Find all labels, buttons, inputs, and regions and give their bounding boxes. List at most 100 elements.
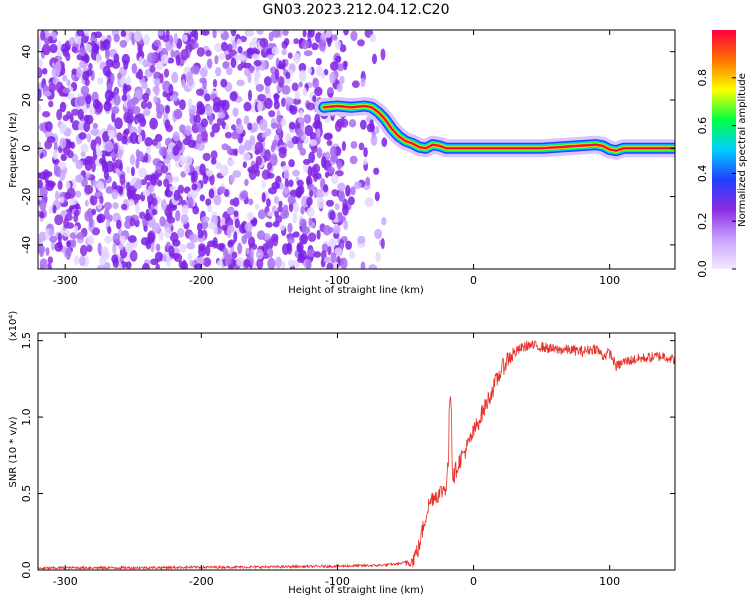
noise-blob bbox=[312, 121, 321, 130]
noise-blob bbox=[113, 143, 119, 155]
noise-blob bbox=[105, 186, 114, 194]
noise-blob bbox=[248, 198, 254, 206]
noise-blob bbox=[85, 172, 91, 179]
y-tick-label: 0.5 bbox=[20, 485, 33, 503]
noise-blob bbox=[80, 143, 89, 154]
noise-blob bbox=[251, 53, 260, 60]
spectrogram-xlabel: Height of straight line (km) bbox=[288, 285, 424, 296]
noise-blob bbox=[285, 97, 294, 106]
noise-blob bbox=[142, 108, 151, 117]
noise-blob bbox=[166, 57, 175, 64]
noise-blob bbox=[101, 246, 109, 256]
noise-blob bbox=[336, 159, 343, 170]
noise-blob bbox=[129, 250, 138, 262]
noise-blob bbox=[225, 67, 233, 76]
noise-blob bbox=[337, 211, 343, 218]
noise-blob bbox=[165, 104, 171, 114]
noise-blob bbox=[315, 57, 322, 66]
noise-blob bbox=[136, 113, 145, 123]
noise-blob bbox=[308, 30, 315, 38]
noise-blob bbox=[254, 203, 259, 211]
noise-blob bbox=[69, 113, 74, 123]
noise-blob bbox=[92, 122, 98, 129]
noise-blob bbox=[123, 59, 129, 70]
noise-blob bbox=[148, 184, 155, 193]
noise-blob bbox=[297, 117, 305, 124]
noise-blob bbox=[216, 117, 225, 126]
colorbar-label: Normalized spectral amplitude bbox=[737, 73, 748, 227]
noise-blob bbox=[163, 178, 170, 188]
y-tick-label: 1.0 bbox=[20, 408, 33, 426]
noise-blob bbox=[91, 227, 101, 236]
noise-blob bbox=[233, 231, 238, 243]
noise-blob bbox=[271, 46, 280, 55]
noise-blob bbox=[54, 61, 62, 74]
noise-blob bbox=[65, 52, 71, 62]
noise-blob bbox=[312, 95, 317, 103]
noise-blob bbox=[283, 38, 290, 46]
noise-blob bbox=[124, 242, 133, 254]
spectrogram-marks bbox=[38, 30, 675, 269]
noise-blob bbox=[196, 133, 203, 145]
noise-blob bbox=[76, 30, 85, 37]
noise-blob bbox=[202, 152, 211, 162]
noise-blob bbox=[52, 204, 57, 214]
noise-blob bbox=[66, 79, 71, 87]
noise-blob bbox=[256, 230, 266, 241]
noise-blob bbox=[137, 124, 142, 135]
noise-blob bbox=[200, 220, 209, 230]
noise-blob bbox=[218, 53, 226, 60]
noise-blob bbox=[87, 235, 95, 246]
noise-blob bbox=[291, 136, 299, 145]
noise-blob bbox=[173, 253, 183, 263]
noise-blob bbox=[135, 177, 142, 188]
y-tick-label: 40 bbox=[20, 45, 33, 59]
noise-blob bbox=[202, 172, 209, 185]
noise-blob bbox=[184, 155, 193, 166]
noise-blob bbox=[329, 71, 336, 84]
noise-blob bbox=[54, 242, 63, 252]
noise-blob bbox=[275, 256, 282, 269]
x-tick-label: -200 bbox=[189, 274, 214, 287]
noise-blob bbox=[255, 83, 265, 92]
noise-blob bbox=[298, 81, 303, 88]
noise-blob bbox=[368, 264, 378, 269]
noise-blob bbox=[120, 30, 127, 38]
noise-blob bbox=[142, 34, 150, 46]
noise-blob bbox=[256, 258, 264, 269]
noise-blob bbox=[242, 161, 247, 169]
noise-blob bbox=[194, 263, 202, 269]
noise-blob bbox=[269, 154, 278, 167]
noise-blob bbox=[331, 189, 339, 197]
noise-blob bbox=[233, 210, 239, 217]
noise-blob bbox=[131, 97, 139, 105]
noise-blob bbox=[343, 60, 348, 71]
noise-blob bbox=[166, 216, 176, 224]
noise-blob bbox=[292, 98, 302, 105]
noise-blob bbox=[304, 125, 314, 137]
noise-blob bbox=[173, 32, 178, 45]
noise-blob bbox=[71, 46, 78, 53]
noise-blob bbox=[315, 188, 325, 198]
noise-blob bbox=[107, 226, 112, 235]
noise-blob bbox=[112, 202, 119, 210]
noise-blob bbox=[230, 30, 237, 37]
snr-multiplier: (x10⁴) bbox=[8, 311, 19, 342]
noise-blob bbox=[155, 243, 161, 252]
noise-blob bbox=[217, 100, 227, 107]
noise-blob bbox=[307, 66, 312, 75]
noise-blob bbox=[153, 39, 161, 47]
noise-blob bbox=[153, 96, 158, 103]
noise-blob bbox=[348, 250, 356, 259]
noise-blob bbox=[265, 221, 273, 228]
noise-blob bbox=[347, 196, 355, 206]
noise-blob bbox=[55, 81, 64, 94]
noise-blob bbox=[96, 265, 106, 269]
noise-blob bbox=[62, 114, 70, 122]
noise-blob bbox=[291, 82, 299, 92]
noise-blob bbox=[157, 103, 165, 115]
noise-blob bbox=[86, 207, 94, 219]
noise-blob bbox=[96, 214, 103, 224]
noise-blob bbox=[359, 119, 367, 130]
